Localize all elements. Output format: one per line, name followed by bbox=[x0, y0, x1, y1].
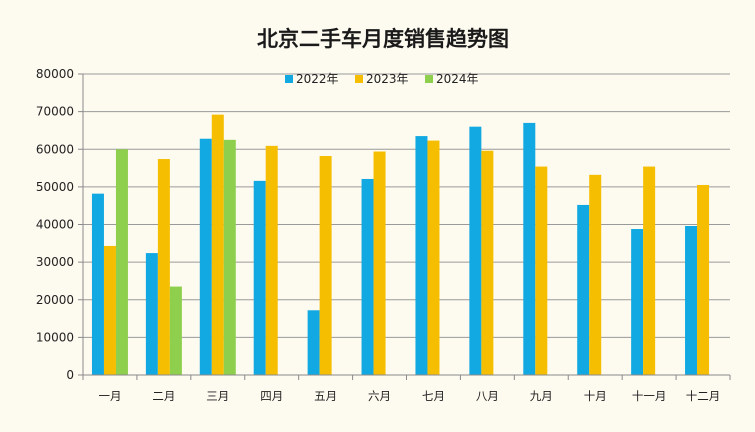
bar-2023年-四月 bbox=[265, 145, 278, 375]
legend-label: 2023年 bbox=[366, 72, 409, 86]
x-tick-label: 八月 bbox=[476, 389, 499, 403]
gridlines bbox=[83, 73, 730, 338]
x-tick-label: 九月 bbox=[530, 389, 553, 403]
bar-2022年-二月 bbox=[145, 253, 158, 375]
y-tick-label: 10000 bbox=[36, 330, 74, 344]
y-tick-label: 40000 bbox=[36, 218, 74, 232]
legend: 2022年 2023年 2024年 bbox=[285, 72, 479, 86]
bars bbox=[91, 114, 710, 376]
bar-2022年-五月 bbox=[307, 310, 320, 375]
y-tick-label: 0 bbox=[66, 368, 74, 382]
bar-2022年-六月 bbox=[361, 178, 374, 375]
legend-label: 2022年 bbox=[296, 72, 339, 86]
y-axis: 0 10000 20000 30000 40000 50000 60000 70000 8000… bbox=[36, 67, 84, 382]
x-tick-label: 六月 bbox=[368, 389, 391, 403]
x-tick-label: 二月 bbox=[152, 389, 175, 403]
y-tick-label: 80000 bbox=[36, 67, 74, 81]
bar-2023年-九月 bbox=[535, 166, 548, 375]
chart-title: 北京二手车月度销售趋势图 bbox=[257, 27, 509, 51]
bar-2023年-五月 bbox=[319, 156, 332, 375]
bar-2023年-十一月 bbox=[643, 166, 656, 375]
legend-label: 2024年 bbox=[436, 72, 479, 86]
bar-2023年-十二月 bbox=[697, 184, 710, 375]
legend-swatch-2024年 bbox=[425, 75, 433, 83]
x-tick-label: 十月 bbox=[584, 389, 607, 403]
bar-2023年-六月 bbox=[373, 151, 386, 375]
legend-swatch-2022年 bbox=[285, 75, 293, 83]
bar-2023年-七月 bbox=[427, 140, 440, 375]
y-tick-label: 60000 bbox=[36, 142, 74, 156]
bar-2024年-三月 bbox=[223, 139, 236, 375]
legend-swatch-2023年 bbox=[355, 75, 363, 83]
x-tick-label: 七月 bbox=[422, 389, 445, 403]
x-tick-label: 十一月 bbox=[632, 389, 667, 403]
y-tick-label: 20000 bbox=[36, 293, 74, 307]
bar-2022年-九月 bbox=[523, 122, 536, 375]
bar-2022年-七月 bbox=[415, 136, 428, 375]
y-tick-label: 50000 bbox=[36, 180, 74, 194]
bar-2023年-二月 bbox=[157, 159, 170, 375]
bar-2024年-二月 bbox=[169, 286, 182, 375]
bar-2022年-一月 bbox=[91, 193, 104, 375]
bar-2023年-三月 bbox=[211, 114, 224, 375]
bar-2022年-四月 bbox=[253, 180, 266, 375]
y-tick-label: 70000 bbox=[36, 105, 74, 119]
y-tick-label: 30000 bbox=[36, 255, 74, 269]
x-tick-label: 三月 bbox=[206, 389, 229, 403]
bar-2022年-八月 bbox=[469, 126, 482, 376]
bar-2022年-十月 bbox=[577, 204, 590, 375]
x-tick-label: 四月 bbox=[260, 389, 283, 403]
bar-2023年-十月 bbox=[589, 174, 602, 375]
x-tick-label: 十二月 bbox=[686, 389, 721, 403]
bar-2024年-一月 bbox=[115, 149, 128, 375]
bar-2023年-八月 bbox=[481, 150, 494, 375]
bar-2023年-一月 bbox=[103, 245, 116, 375]
x-tick-label: 五月 bbox=[314, 389, 337, 403]
bar-2022年-十二月 bbox=[685, 226, 698, 375]
x-axis: 一月 二月 三月 四月 五月 六月 七月 八月 九月 十月 十一月 十二月 bbox=[82, 374, 731, 403]
x-tick-label: 一月 bbox=[98, 389, 121, 403]
bar-2022年-十一月 bbox=[631, 229, 644, 375]
bar-2022年-三月 bbox=[199, 138, 212, 375]
